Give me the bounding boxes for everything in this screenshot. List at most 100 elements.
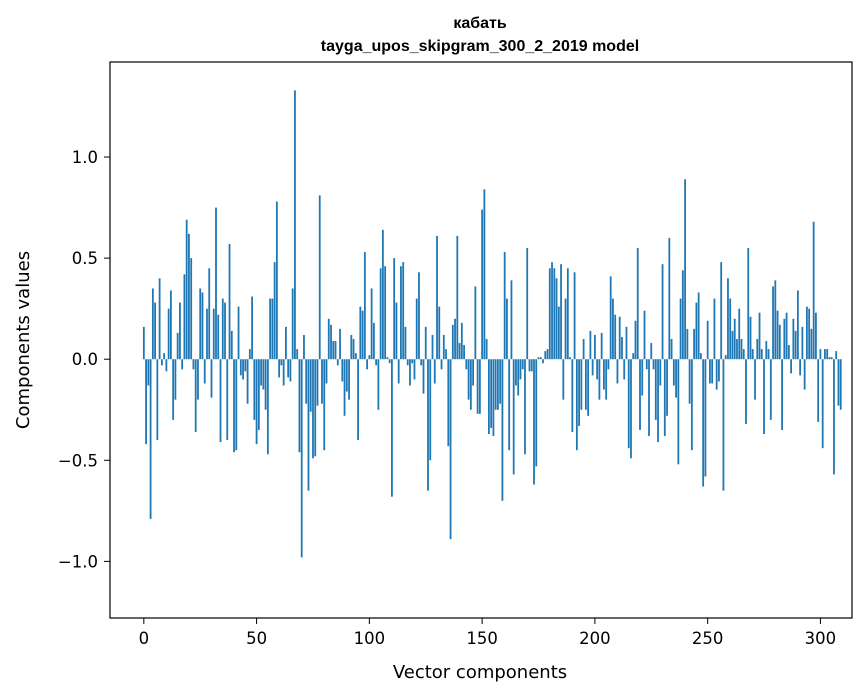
bar-105 [379,268,382,360]
bar-40 [233,359,235,453]
y-tick-label: 0.0 [72,350,98,369]
bar-110 [391,359,393,497]
bar-61 [280,359,283,366]
bar-134 [445,349,447,360]
bar-183 [555,278,558,360]
bar-131 [438,306,441,360]
bar-290 [796,290,799,360]
bar-217 [632,353,635,360]
bar-111 [393,258,396,360]
bar-13 [172,359,175,420]
bar-199 [591,359,594,376]
x-tick-label: 100 [354,629,386,648]
bar-24 [197,359,199,400]
bar-169 [524,359,526,455]
bar-269 [749,316,752,360]
bar-189 [569,357,571,360]
bar-93 [352,338,355,360]
bar-115 [402,262,405,360]
bar-305 [830,357,833,360]
bar-211 [618,316,621,360]
bar-222 [643,310,646,360]
bar-6 [156,359,159,441]
bar-161 [506,298,508,360]
bar-302 [824,349,826,360]
bar-108 [386,357,389,360]
bar-260 [729,298,732,360]
bar-84 [332,341,335,360]
x-tick-label: 50 [246,629,267,648]
bar-25 [199,288,202,360]
bar-212 [621,336,623,360]
bar-119 [411,359,414,364]
bar-52 [260,359,262,386]
bar-95 [357,359,359,441]
bar-28 [206,308,208,360]
bar-37 [226,359,229,441]
bar-200 [593,334,596,360]
bar-67 [294,90,296,360]
bar-298 [815,312,817,360]
y-tick-label: 1.0 [72,148,98,167]
bar-124 [422,359,425,394]
bar-143 [465,359,468,370]
bar-264 [738,308,741,360]
bar-114 [400,266,402,360]
bar-163 [510,280,513,360]
bar-234 [670,338,673,360]
bar-218 [634,320,637,360]
bar-197 [587,359,590,416]
bar-98 [363,252,366,360]
bar-150 [481,209,484,360]
bar-196 [584,359,587,410]
bar-239 [681,270,684,360]
bar-175 [537,357,540,360]
bar-173 [533,359,535,485]
bar-149 [478,359,481,414]
bar-58 [273,262,276,360]
x-axis-ticks: 0 50 100 150 200 250 300 [139,618,836,648]
bar-210 [616,359,619,384]
bar-141 [460,322,463,360]
bar-132 [440,359,443,370]
bar-231 [663,359,666,437]
bar-247 [699,353,702,360]
bar-128 [431,334,434,360]
bar-252 [711,359,714,384]
bar-191 [573,272,576,360]
bar-0 [142,326,145,360]
bar-3 [149,359,152,519]
bar-11 [167,308,170,360]
bar-170 [526,248,529,360]
bar-138 [454,318,456,360]
y-tick-label: 0.5 [72,249,98,268]
x-tick-label: 0 [139,629,150,648]
bar-220 [639,359,641,430]
bar-99 [366,359,368,370]
bar-64 [287,359,290,378]
bar-5 [154,302,156,360]
bar-254 [715,359,718,390]
bar-87 [339,328,341,360]
bar-89 [343,359,346,416]
bar-75 [312,359,314,459]
bar-146 [472,359,474,386]
bar-277 [767,349,770,360]
bar-297 [812,221,815,360]
bar-155 [492,359,495,437]
bar-81 [325,359,328,384]
bar-113 [397,359,400,384]
bar-263 [736,338,738,360]
bar-158 [499,359,502,404]
bar-270 [751,349,754,360]
bar-53 [262,359,265,390]
bar-308 [837,359,840,406]
bar-224 [648,359,650,437]
bar-303 [826,349,829,360]
bar-106 [381,229,384,360]
bar-307 [835,351,838,360]
bar-129 [433,359,436,384]
bar-142 [463,345,465,360]
bar-159 [501,359,504,501]
bar-9 [163,353,166,360]
